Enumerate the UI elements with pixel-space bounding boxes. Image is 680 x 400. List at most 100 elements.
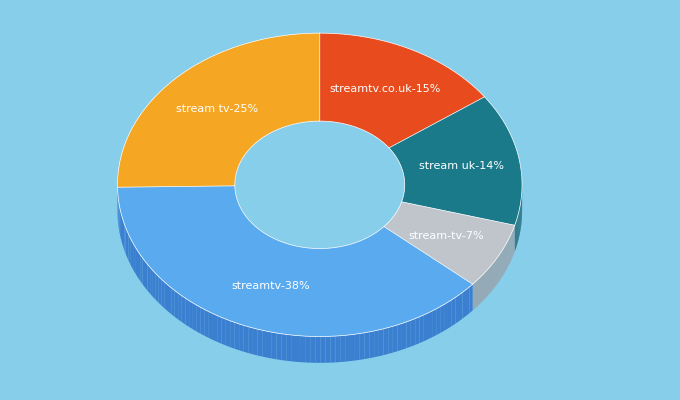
Polygon shape (330, 248, 333, 274)
Polygon shape (145, 261, 148, 291)
Polygon shape (350, 244, 352, 270)
Polygon shape (324, 248, 326, 275)
Polygon shape (304, 247, 306, 274)
Polygon shape (436, 307, 440, 335)
Polygon shape (345, 335, 350, 362)
Polygon shape (367, 237, 369, 264)
Polygon shape (314, 248, 316, 275)
Polygon shape (248, 327, 253, 354)
Polygon shape (350, 334, 355, 361)
Polygon shape (388, 326, 393, 354)
Polygon shape (407, 320, 411, 348)
Polygon shape (259, 229, 260, 257)
Polygon shape (262, 232, 263, 259)
Polygon shape (301, 336, 306, 362)
Polygon shape (148, 264, 150, 294)
Polygon shape (318, 248, 320, 275)
Polygon shape (420, 315, 424, 343)
Polygon shape (288, 244, 290, 271)
Polygon shape (462, 290, 466, 318)
Polygon shape (377, 231, 378, 258)
Polygon shape (375, 232, 377, 260)
Polygon shape (265, 234, 267, 261)
Polygon shape (118, 186, 473, 336)
Polygon shape (213, 314, 217, 342)
Polygon shape (248, 220, 250, 247)
Polygon shape (424, 313, 428, 341)
Polygon shape (150, 268, 153, 297)
Polygon shape (384, 202, 515, 284)
Polygon shape (326, 248, 328, 275)
Polygon shape (364, 332, 369, 359)
Polygon shape (292, 245, 294, 272)
Polygon shape (178, 293, 182, 322)
Polygon shape (245, 216, 246, 243)
Polygon shape (312, 248, 314, 275)
Polygon shape (415, 317, 420, 345)
Polygon shape (456, 295, 459, 324)
Polygon shape (226, 319, 231, 347)
Polygon shape (360, 240, 362, 267)
Polygon shape (356, 242, 358, 269)
Polygon shape (153, 270, 156, 300)
Polygon shape (250, 221, 251, 248)
Polygon shape (241, 210, 243, 238)
Polygon shape (253, 328, 258, 356)
Polygon shape (197, 305, 201, 334)
Polygon shape (122, 216, 123, 246)
Polygon shape (320, 33, 485, 148)
Text: streamtv-38%: streamtv-38% (231, 281, 310, 291)
Polygon shape (393, 325, 397, 352)
Polygon shape (136, 248, 138, 278)
Polygon shape (254, 224, 255, 252)
Polygon shape (365, 238, 367, 265)
Polygon shape (275, 239, 277, 266)
Polygon shape (244, 214, 245, 242)
Polygon shape (243, 213, 244, 240)
Polygon shape (282, 334, 286, 361)
Polygon shape (286, 243, 288, 270)
Polygon shape (290, 244, 292, 271)
Polygon shape (258, 228, 259, 256)
Polygon shape (291, 335, 296, 362)
Polygon shape (286, 334, 291, 361)
Polygon shape (126, 227, 127, 257)
Polygon shape (384, 328, 388, 355)
Polygon shape (171, 288, 175, 317)
Polygon shape (428, 311, 432, 339)
Polygon shape (347, 245, 349, 272)
Polygon shape (140, 255, 143, 284)
Polygon shape (262, 330, 267, 358)
Polygon shape (162, 280, 165, 309)
Polygon shape (337, 247, 339, 274)
Polygon shape (355, 334, 360, 360)
Polygon shape (134, 245, 136, 274)
Polygon shape (322, 248, 324, 275)
Polygon shape (335, 336, 340, 362)
Polygon shape (316, 336, 320, 363)
Polygon shape (378, 230, 379, 257)
Polygon shape (328, 248, 330, 274)
Polygon shape (311, 336, 316, 363)
Polygon shape (411, 318, 415, 346)
Polygon shape (316, 248, 318, 275)
Polygon shape (158, 276, 162, 306)
Text: stream-tv-7%: stream-tv-7% (409, 231, 484, 241)
Polygon shape (302, 247, 304, 274)
Polygon shape (123, 220, 124, 250)
Polygon shape (222, 318, 226, 346)
Polygon shape (360, 333, 364, 360)
Polygon shape (379, 229, 381, 256)
Polygon shape (372, 234, 373, 261)
Polygon shape (448, 300, 452, 328)
Polygon shape (306, 336, 311, 363)
Polygon shape (341, 246, 343, 273)
Polygon shape (371, 235, 372, 262)
Polygon shape (296, 336, 301, 362)
Polygon shape (354, 242, 356, 269)
Polygon shape (326, 336, 330, 363)
Polygon shape (138, 252, 140, 281)
Polygon shape (306, 248, 308, 274)
Polygon shape (308, 248, 310, 274)
Polygon shape (273, 238, 275, 265)
